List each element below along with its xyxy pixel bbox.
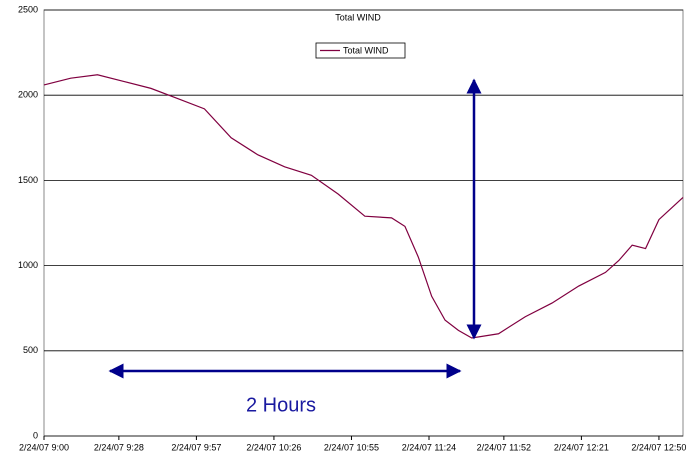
- legend: [315, 42, 406, 59]
- x-tick-label: 2/24/07 12:50: [631, 442, 686, 452]
- y-tick-label: 2500: [18, 4, 38, 14]
- x-tick-label: 2/24/07 9:57: [171, 442, 221, 452]
- y-tick-label: 1500: [18, 175, 38, 185]
- legend-label: Total WIND: [343, 45, 389, 55]
- y-tick-label: 1000: [18, 260, 38, 270]
- chart-title: Total WIND: [335, 12, 381, 22]
- y-tick-label: 500: [23, 345, 38, 355]
- x-tick-label: 2/24/07 10:26: [246, 442, 301, 452]
- y-tick-label: 0: [33, 430, 38, 440]
- y-tick-label: 2000: [18, 90, 38, 100]
- x-tick-label: 2/24/07 12:21: [554, 442, 609, 452]
- x-tick-label: 2/24/07 10:55: [324, 442, 379, 452]
- x-tick-label: 2/24/07 9:00: [19, 442, 69, 452]
- x-tick-label: 2/24/07 11:52: [477, 442, 531, 452]
- x-tick-label: 2/24/07 11:24: [402, 442, 456, 452]
- annotation: 2 Hours: [246, 394, 316, 416]
- data-line: [43, 74, 684, 339]
- x-tick-label: 2/24/07 9:28: [94, 442, 144, 452]
